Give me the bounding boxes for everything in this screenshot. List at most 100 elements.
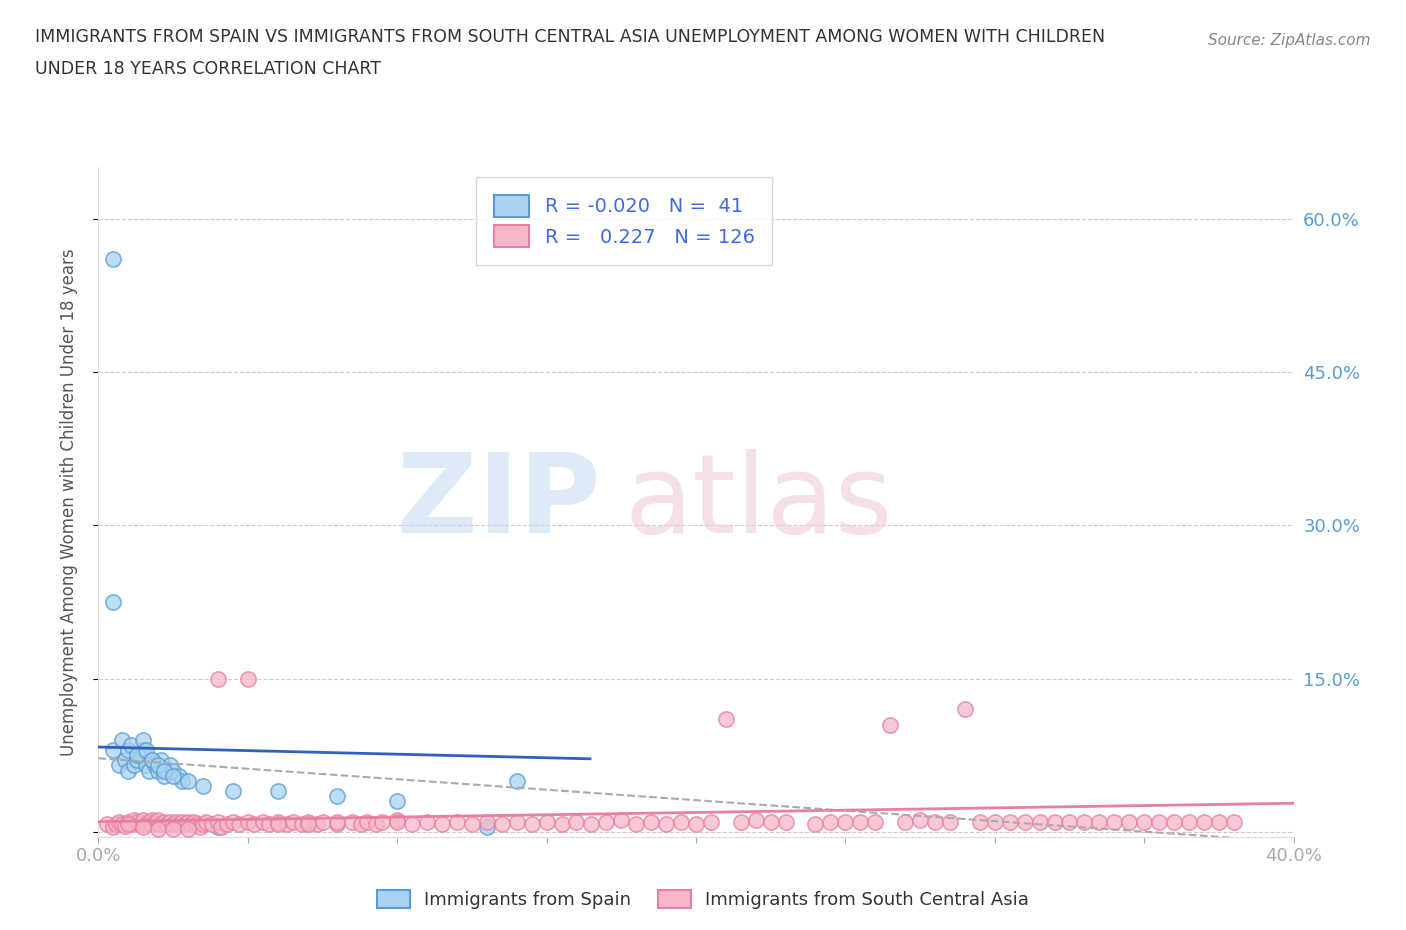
Point: [565, 815, 588, 830]
Point: [150, 817, 173, 831]
Point: [775, 815, 797, 830]
Point: [669, 815, 692, 830]
Point: [416, 815, 439, 830]
Point: [117, 764, 139, 778]
Point: [342, 815, 364, 830]
Point: [236, 815, 259, 830]
Point: [138, 815, 160, 830]
Point: [132, 819, 155, 834]
Point: [385, 794, 409, 809]
Point: [105, 817, 128, 831]
Point: [177, 815, 200, 830]
Point: [215, 817, 238, 831]
Point: [430, 817, 453, 831]
Point: [730, 815, 752, 830]
Point: [1118, 815, 1140, 830]
Point: [998, 815, 1021, 830]
Point: [446, 815, 468, 830]
Point: [138, 764, 160, 778]
Point: [148, 758, 170, 773]
Point: [153, 815, 176, 830]
Point: [172, 774, 194, 789]
Point: [581, 817, 603, 831]
Point: [132, 733, 155, 748]
Point: [626, 817, 648, 831]
Point: [180, 817, 202, 831]
Point: [291, 817, 314, 831]
Point: [135, 758, 157, 773]
Point: [700, 815, 723, 830]
Point: [148, 817, 170, 831]
Point: [1163, 815, 1185, 830]
Point: [953, 702, 976, 717]
Point: [536, 815, 558, 830]
Point: [326, 789, 349, 804]
Point: [108, 758, 131, 773]
Point: [111, 733, 134, 748]
Point: [350, 817, 373, 831]
Point: [685, 817, 707, 831]
Point: [257, 817, 280, 831]
Point: [520, 817, 543, 831]
Point: [127, 753, 149, 768]
Point: [127, 748, 149, 763]
Point: [401, 817, 423, 831]
Legend: Immigrants from Spain, Immigrants from South Central Asia: Immigrants from Spain, Immigrants from S…: [370, 883, 1036, 916]
Point: [162, 764, 184, 778]
Point: [550, 817, 572, 831]
Point: [167, 817, 190, 831]
Point: [385, 812, 409, 827]
Point: [969, 815, 991, 830]
Text: atlas: atlas: [624, 448, 893, 556]
Point: [150, 753, 173, 768]
Point: [120, 737, 142, 752]
Point: [177, 774, 200, 789]
Point: [759, 815, 782, 830]
Point: [595, 815, 617, 830]
Point: [879, 717, 901, 732]
Point: [159, 758, 181, 773]
Point: [894, 815, 917, 830]
Point: [491, 817, 513, 831]
Point: [475, 815, 498, 830]
Point: [127, 815, 149, 830]
Text: UNDER 18 YEARS CORRELATION CHART: UNDER 18 YEARS CORRELATION CHART: [35, 60, 381, 78]
Point: [243, 817, 266, 831]
Point: [1073, 815, 1095, 830]
Text: IMMIGRANTS FROM SPAIN VS IMMIGRANTS FROM SOUTH CENTRAL ASIA UNEMPLOYMENT AMONG W: IMMIGRANTS FROM SPAIN VS IMMIGRANTS FROM…: [35, 28, 1105, 46]
Point: [114, 818, 136, 833]
Point: [191, 817, 214, 831]
Point: [356, 815, 378, 830]
Point: [132, 743, 155, 758]
Point: [1059, 815, 1081, 830]
Point: [207, 815, 229, 830]
Point: [156, 764, 179, 778]
Point: [124, 758, 146, 773]
Point: [153, 764, 176, 778]
Point: [129, 817, 152, 831]
Point: [228, 817, 250, 831]
Point: [103, 743, 125, 758]
Point: [1133, 815, 1156, 830]
Point: [1043, 815, 1066, 830]
Point: [1208, 815, 1230, 830]
Point: [849, 815, 872, 830]
Point: [1178, 815, 1201, 830]
Point: [148, 764, 170, 778]
Point: [141, 753, 163, 768]
Point: [222, 784, 245, 799]
Point: [1014, 815, 1036, 830]
Point: [103, 252, 125, 267]
Point: [908, 812, 931, 827]
Point: [141, 812, 163, 827]
Point: [506, 774, 529, 789]
Point: [236, 671, 259, 686]
Point: [804, 817, 827, 831]
Point: [475, 819, 498, 834]
Point: [1028, 815, 1050, 830]
Point: [326, 817, 349, 831]
Point: [124, 812, 146, 827]
Point: [135, 817, 157, 831]
Point: [207, 819, 229, 834]
Point: [267, 784, 290, 799]
